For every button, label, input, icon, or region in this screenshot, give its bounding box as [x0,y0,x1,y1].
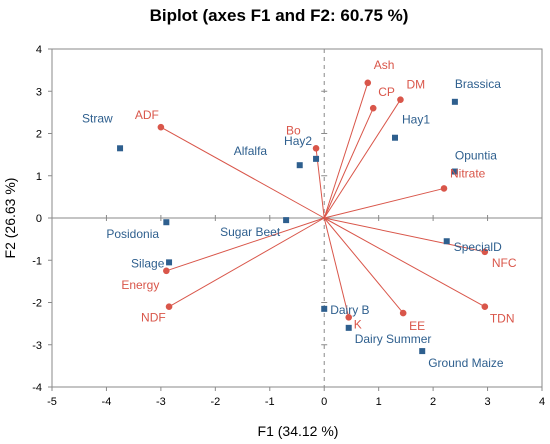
y-tick-label: 4 [36,44,42,56]
observation-point [117,145,124,152]
variable-label: CP [378,85,395,99]
observation-label: Silage [131,256,165,270]
x-tick-label: 4 [539,396,545,408]
y-tick-label: -2 [32,298,42,310]
y-tick-label: 2 [36,129,42,141]
y-tick-label: -3 [32,340,42,352]
observation-label: Dairy B [330,303,369,317]
observation-label: Opuntia [455,149,497,163]
observation-point [451,168,458,175]
variable-label: Nitrate [450,166,486,180]
observation-label: Alfalfa [234,144,268,158]
observation-point [163,219,170,226]
observation-label: Posidonia [106,227,159,241]
chart-title: Biplot (axes F1 and F2: 60.75 %) [150,6,409,25]
observation-point [313,155,320,162]
variable-label: Bo [286,123,301,137]
variable-vector [323,217,486,308]
y-tick-label: 1 [36,171,42,183]
x-tick-label: 2 [430,396,436,408]
variable-vector [160,126,325,219]
observation-point [166,259,173,266]
observation-label: Sugar Beet [220,225,281,239]
y-tick-label: -1 [32,255,42,267]
observation-label: Hay2 [284,134,312,148]
variable-point [481,303,489,311]
y-tick-label: -4 [32,382,42,394]
variable-label: TDN [490,312,515,326]
x-tick-label: 3 [484,396,490,408]
variable-label: ADF [135,108,159,122]
variable-point [364,79,372,87]
x-tick-label: -1 [265,396,275,408]
variable-vector [323,99,401,219]
variable-point [345,313,353,321]
variable-label: DM [406,78,425,92]
x-tick-label: -2 [210,396,220,408]
observation-label: SpecialD [454,240,502,254]
observation-point [392,134,398,141]
variable-vector [324,217,485,253]
y-axis-title: F2 (26.63 %) [2,178,18,259]
x-tick-label: -3 [156,396,166,408]
y-tick-label: 0 [36,213,42,225]
observation-label: Brassica [455,77,501,91]
y-tick-label: 3 [36,86,42,98]
variable-point [369,104,377,112]
observation-label: Ground Maize [428,356,504,370]
observation-point [345,324,352,331]
variable-vector [323,107,374,219]
observation-label: Straw [82,111,113,125]
observation-label: Dairy Summer [355,332,432,346]
variable-vector [324,187,445,219]
variable-point [481,248,489,256]
observation-point [296,162,303,169]
variable-label: EE [409,319,425,333]
observation-point [321,305,328,312]
variable-label: Energy [121,278,159,292]
variable-label: NFC [492,256,517,270]
variable-vector [323,217,350,318]
variable-point [163,267,170,275]
variable-vector [166,217,325,272]
variable-label: K [354,317,362,331]
variable-point [399,309,407,317]
x-tick-label: -4 [102,396,112,408]
variable-point [397,96,404,103]
observation-point [283,217,290,224]
variable-label: Ash [374,58,395,72]
x-tick-label: 1 [376,396,382,408]
variable-point [157,123,165,131]
variable-label: NDF [141,311,166,325]
variable-vector [323,217,404,314]
variable-vector [168,217,325,308]
variable-vector [323,82,369,219]
variable-point [440,185,448,192]
x-tick-label: -5 [47,396,57,408]
variable-point [312,144,320,152]
observation-point [419,348,426,355]
variable-point [165,303,173,311]
x-tick-label: 0 [321,396,327,408]
observation-point [443,238,450,245]
observation-label: Hay1 [402,113,430,127]
observation-point [451,98,458,105]
x-axis-title: F1 (34.12 %) [258,423,339,439]
